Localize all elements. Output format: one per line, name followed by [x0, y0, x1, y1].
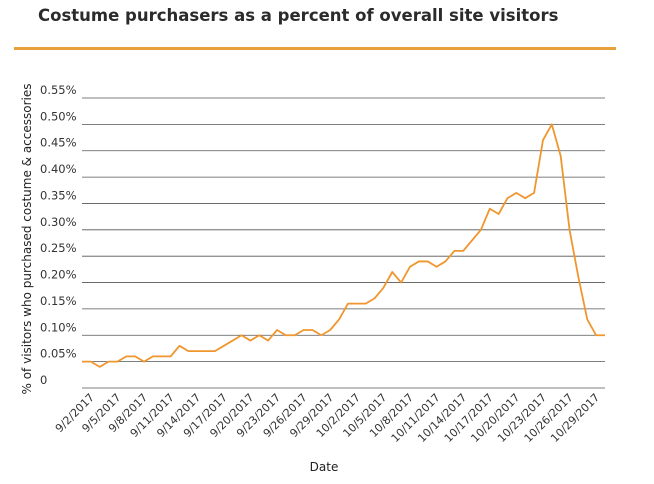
- y-tick-label: 0.35%: [40, 188, 77, 202]
- y-tick-label: 0.55%: [40, 83, 77, 97]
- y-axis-label: % of visitors who purchased costume & ac…: [20, 84, 34, 395]
- y-tick-label: 0.05%: [40, 347, 77, 361]
- y-tick-label: 0: [40, 373, 47, 387]
- title-underline-rule: [14, 47, 616, 50]
- y-tick-label: 0.20%: [40, 268, 77, 282]
- gridlines: [82, 97, 605, 389]
- chart-title: Costume purchasers as a percent of overa…: [38, 6, 559, 25]
- y-tick-label: 0.30%: [40, 215, 77, 229]
- y-tick-label: 0.10%: [40, 320, 77, 334]
- y-tick-label: 0.25%: [40, 241, 77, 255]
- y-tick-label: 0.50%: [40, 109, 77, 123]
- y-axis-ticks: 0 0.05% 0.10% 0.15% 0.20% 0.25% 0.30% 0.35% 0.40…: [40, 83, 77, 387]
- x-axis-ticks: 9/2/20179/5/20179/8/20179/11/20179/14/20…: [53, 391, 602, 445]
- y-tick-label: 0.45%: [40, 136, 77, 150]
- y-tick-label: 0.40%: [40, 162, 77, 176]
- x-axis-label: Date: [310, 460, 339, 474]
- y-tick-label: 0.15%: [40, 294, 77, 308]
- series-line: [82, 123, 605, 368]
